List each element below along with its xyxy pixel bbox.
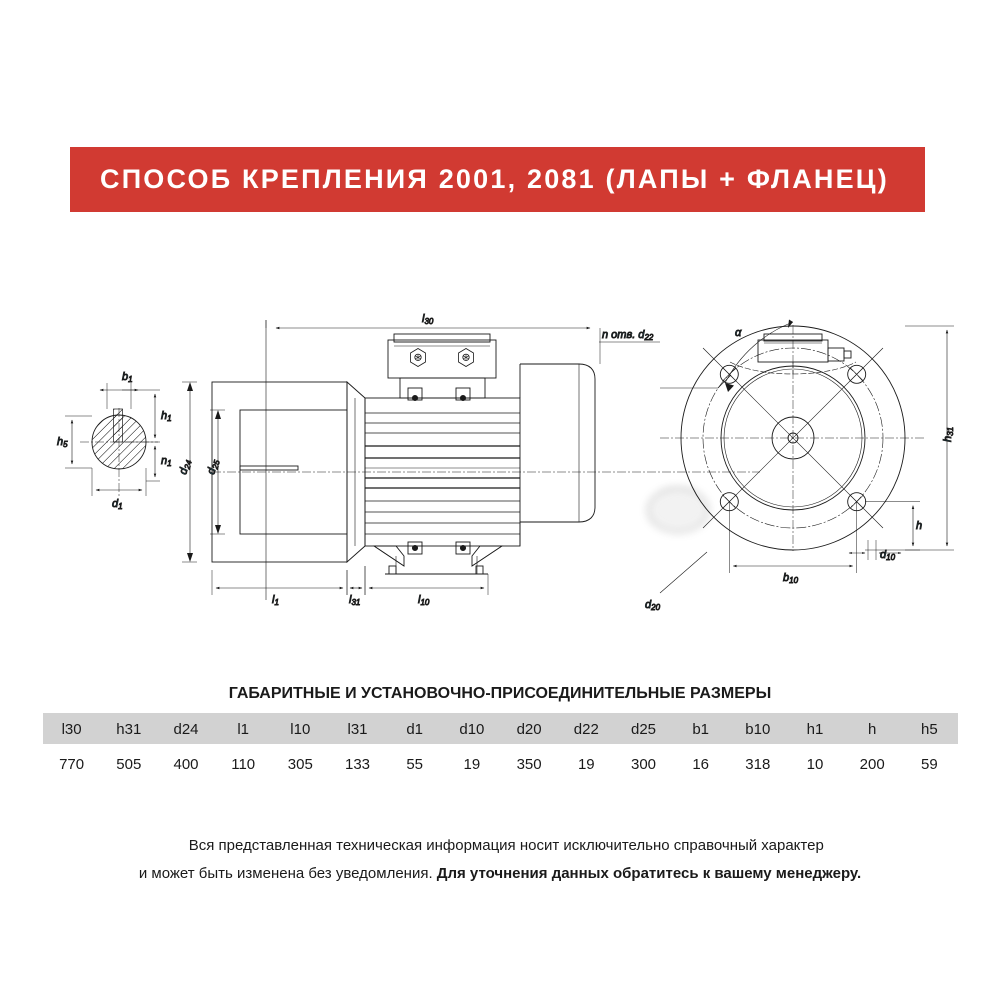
svg-text:305: 305 bbox=[288, 756, 313, 773]
svg-text:l30: l30 bbox=[62, 721, 82, 738]
svg-text:ГАБАРИТНЫЕ И УСТАНОВОЧНО-ПРИСО: ГАБАРИТНЫЕ И УСТАНОВОЧНО-ПРИСОЕДИНИТЕЛЬН… bbox=[229, 685, 771, 702]
svg-text:400: 400 bbox=[173, 756, 198, 773]
svg-text:h31: h31 bbox=[942, 427, 955, 442]
svg-text:d1: d1 bbox=[406, 721, 423, 738]
svg-text:d24: d24 bbox=[177, 458, 194, 476]
svg-text:l1: l1 bbox=[272, 594, 279, 607]
svg-text:h5: h5 bbox=[921, 721, 938, 738]
svg-text:d20: d20 bbox=[517, 721, 542, 738]
svg-text:300: 300 bbox=[631, 756, 656, 773]
svg-text:133: 133 bbox=[345, 756, 370, 773]
svg-text:h1: h1 bbox=[807, 721, 824, 738]
svg-text:d20: d20 bbox=[645, 599, 661, 612]
svg-text:l31: l31 bbox=[349, 594, 360, 607]
svg-text:55: 55 bbox=[406, 756, 423, 773]
svg-text:200: 200 bbox=[860, 756, 885, 773]
svg-text:d24: d24 bbox=[173, 721, 198, 738]
svg-text:19: 19 bbox=[464, 756, 481, 773]
svg-text:d25: d25 bbox=[631, 721, 656, 738]
svg-text:l1: l1 bbox=[237, 721, 249, 738]
svg-text:d1: d1 bbox=[112, 498, 123, 511]
svg-text:350: 350 bbox=[517, 756, 542, 773]
svg-text:d25: d25 bbox=[205, 458, 222, 476]
svg-text:b1: b1 bbox=[692, 721, 709, 738]
svg-text:l10: l10 bbox=[290, 721, 310, 738]
svg-text:h: h bbox=[916, 520, 922, 532]
svg-text:59: 59 bbox=[921, 756, 938, 773]
svg-text:b1: b1 bbox=[122, 371, 133, 384]
svg-text:b10: b10 bbox=[783, 572, 799, 585]
svg-text:h5: h5 bbox=[57, 436, 68, 449]
svg-text:16: 16 bbox=[692, 756, 709, 773]
svg-text:318: 318 bbox=[745, 756, 770, 773]
svg-text:α: α bbox=[735, 327, 742, 339]
svg-text:h: h bbox=[868, 721, 876, 738]
svg-text:n отв. d22: n отв. d22 bbox=[602, 329, 654, 342]
svg-text:l31: l31 bbox=[347, 721, 367, 738]
svg-text:19: 19 bbox=[578, 756, 595, 773]
svg-text:d10: d10 bbox=[880, 549, 896, 562]
svg-text:h31: h31 bbox=[116, 721, 141, 738]
svg-text:l10: l10 bbox=[418, 594, 430, 607]
svg-text:h1: h1 bbox=[161, 410, 172, 423]
svg-text:505: 505 bbox=[116, 756, 141, 773]
svg-text:l30: l30 bbox=[422, 313, 434, 326]
svg-text:110: 110 bbox=[231, 756, 255, 773]
svg-text:d22: d22 bbox=[574, 721, 599, 738]
svg-text:770: 770 bbox=[59, 756, 84, 773]
svg-text:n1: n1 bbox=[161, 455, 172, 468]
svg-text:10: 10 bbox=[807, 756, 824, 773]
svg-text:d10: d10 bbox=[459, 721, 484, 738]
svg-text:b10: b10 bbox=[745, 721, 770, 738]
